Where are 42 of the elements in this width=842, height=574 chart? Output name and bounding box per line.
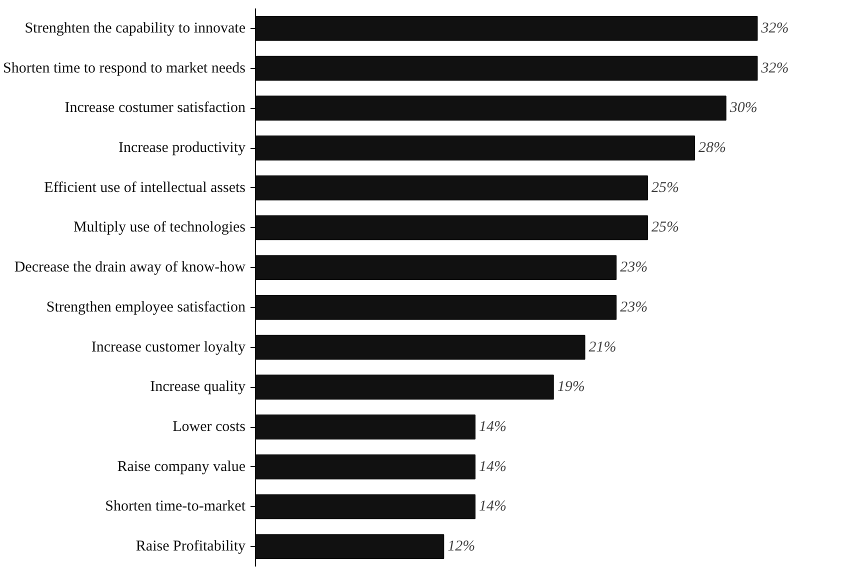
bar bbox=[256, 494, 476, 520]
data-label: 28% bbox=[698, 140, 726, 156]
bar bbox=[256, 454, 476, 480]
data-label: 32% bbox=[760, 60, 789, 76]
bar bbox=[256, 334, 586, 360]
data-label: 23% bbox=[620, 299, 648, 316]
bar bbox=[256, 534, 444, 560]
y-tick-label: Strengthen employee satisfaction bbox=[46, 299, 246, 316]
y-tick-label: Multiply use of technologies bbox=[73, 220, 246, 236]
data-label: 23% bbox=[620, 260, 648, 276]
bar bbox=[256, 96, 726, 121]
bar bbox=[256, 56, 758, 81]
data-label: 19% bbox=[557, 379, 585, 396]
y-tick-label: Raise Profitability bbox=[136, 538, 246, 555]
bar bbox=[256, 16, 758, 41]
data-label: 32% bbox=[760, 20, 789, 36]
y-tick-label: Strenghten the capability to innovate bbox=[24, 20, 246, 36]
bar bbox=[256, 136, 696, 160]
bar bbox=[256, 294, 617, 320]
y-tick-label: Lower costs bbox=[172, 419, 246, 435]
y-tick-label: Efficient use of intellectual assets bbox=[44, 180, 246, 196]
data-label: 25% bbox=[651, 220, 679, 236]
bar bbox=[256, 255, 617, 280]
y-tick-label: Increase costumer satisfaction bbox=[64, 100, 246, 116]
bar bbox=[256, 175, 648, 200]
data-label: 25% bbox=[651, 180, 679, 196]
y-tick-label: Shorten time to respond to market needs bbox=[3, 60, 246, 76]
data-label: 14% bbox=[479, 498, 507, 515]
bar bbox=[256, 414, 476, 440]
y-tick-label: Raise company value bbox=[117, 458, 246, 475]
data-label: 30% bbox=[728, 100, 758, 116]
y-tick-label: Increase productivity bbox=[118, 140, 246, 156]
y-tick-label: Increase customer loyalty bbox=[91, 339, 246, 356]
data-label: 21% bbox=[588, 339, 616, 356]
data-label: 14% bbox=[479, 458, 507, 475]
bar bbox=[256, 215, 648, 240]
y-tick-label: Increase quality bbox=[150, 379, 246, 396]
data-label: 14% bbox=[479, 419, 507, 435]
bar bbox=[256, 374, 554, 400]
y-tick-label: Shorten time-to-market bbox=[105, 498, 246, 515]
data-label: 12% bbox=[448, 538, 476, 555]
y-tick-label: Decrease the drain away of know-how bbox=[14, 260, 246, 276]
